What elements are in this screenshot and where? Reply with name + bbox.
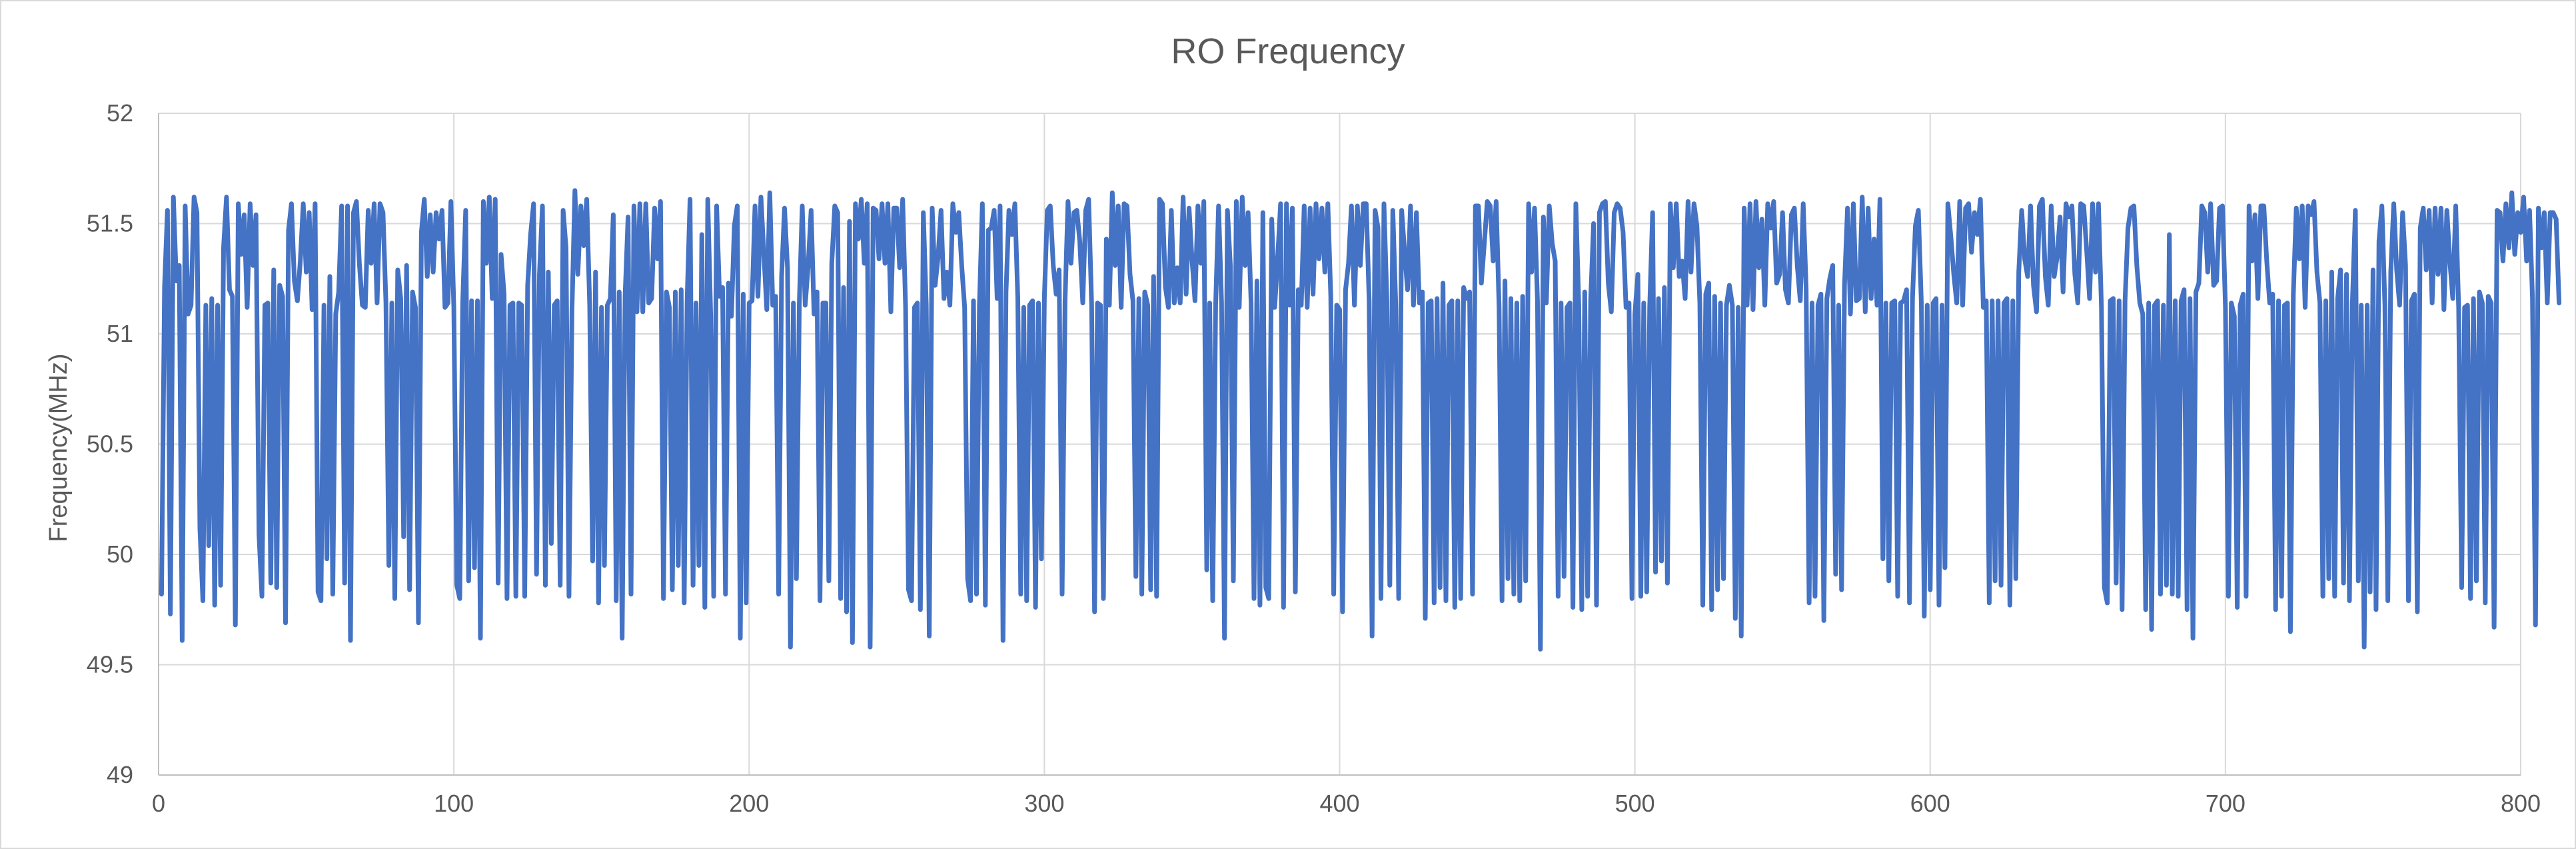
y-tick-label: 49 — [107, 761, 133, 788]
y-tick-labels: 49 49.5 50 50.5 51 51.5 52 — [87, 99, 133, 788]
x-tick-label: 200 — [729, 790, 769, 817]
y-tick-label: 51.5 — [87, 210, 133, 237]
x-tick-label: 600 — [1910, 790, 1950, 817]
y-tick-label: 51 — [107, 320, 133, 347]
chart-title: RO Frequency — [1171, 31, 1405, 71]
x-tick-label: 500 — [1615, 790, 1655, 817]
x-tick-label: 100 — [434, 790, 474, 817]
x-tick-labels: 0 100 200 300 400 500 600 700 800 — [152, 790, 2541, 817]
x-tick-label: 400 — [1319, 790, 1359, 817]
x-tick-label: 300 — [1024, 790, 1064, 817]
y-tick-label: 52 — [107, 99, 133, 127]
y-tick-label: 49.5 — [87, 651, 133, 678]
y-tick-label: 50.5 — [87, 430, 133, 458]
x-tick-label: 800 — [2501, 790, 2541, 817]
series-line — [159, 188, 2562, 652]
x-tick-label: 0 — [152, 790, 165, 817]
y-axis-title: Frequency(MHz) — [45, 354, 73, 542]
axes — [158, 113, 2521, 776]
series-group — [159, 188, 2562, 652]
y-tick-label: 50 — [107, 540, 133, 568]
x-tick-label: 700 — [2206, 790, 2246, 817]
